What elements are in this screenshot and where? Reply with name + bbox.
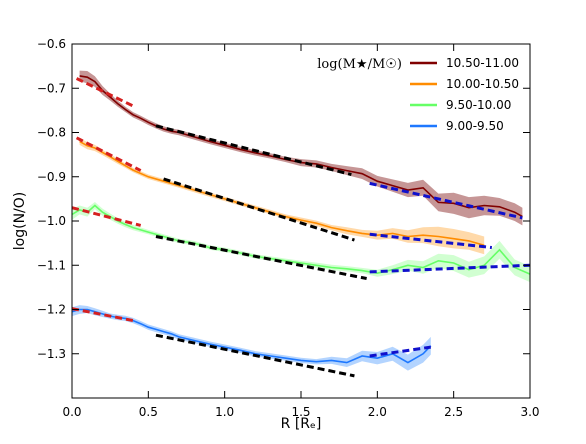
fit-line-black-dashed-series-3 bbox=[155, 235, 367, 280]
x-tick-label: 3.0 bbox=[520, 405, 539, 419]
error-band-series-1 bbox=[79, 70, 523, 226]
legend-label: 9.00-9.50 bbox=[446, 119, 504, 133]
legend-label: 9.50-10.00 bbox=[446, 98, 511, 112]
error-band-series-4 bbox=[72, 305, 431, 371]
x-tick-label: 0.5 bbox=[139, 405, 158, 419]
x-tick-label: 1.0 bbox=[215, 405, 234, 419]
legend-label: 10.50-11.00 bbox=[446, 56, 519, 70]
legend-label: 10.00-10.50 bbox=[446, 77, 519, 91]
y-tick-label: −1.3 bbox=[37, 347, 66, 361]
y-tick-label: −1.0 bbox=[37, 214, 66, 228]
legend-title: log(M★/M☉) bbox=[317, 57, 402, 72]
x-tick-label: 0.0 bbox=[62, 405, 81, 419]
y-tick-label: −0.6 bbox=[37, 37, 66, 51]
y-tick-label: −0.7 bbox=[37, 81, 66, 95]
fit-line-blue-dashed-series-3 bbox=[369, 263, 531, 274]
error-band-series-3 bbox=[72, 202, 530, 283]
y-tick-label: −0.8 bbox=[37, 126, 66, 140]
y-tick-label: −1.1 bbox=[37, 258, 66, 272]
y-axis-ticks: −1.3 −1.2 −1.1 −1.0 −0.9 −0.8 −0.7 −0.6 bbox=[37, 37, 530, 361]
y-tick-label: −0.9 bbox=[37, 170, 66, 184]
fit-line-black-dashed-series-2 bbox=[163, 177, 355, 242]
x-tick-label: 1.5 bbox=[291, 405, 310, 419]
x-axis-label: R [Rₑ] bbox=[281, 416, 322, 432]
series-line-1 bbox=[79, 75, 523, 218]
y-axis-label: log(N/O) bbox=[12, 192, 28, 250]
fit-line-black-dashed-series-1 bbox=[155, 124, 352, 176]
y-tick-label: −1.2 bbox=[37, 303, 66, 317]
x-axis-ticks: 0.0 0.5 1.0 1.5 2.0 2.5 3.0 bbox=[62, 44, 540, 419]
fit-lines bbox=[71, 77, 531, 378]
x-tick-label: 2.5 bbox=[444, 405, 463, 419]
fit-line-blue-dashed-series-1 bbox=[369, 181, 523, 220]
error-bands bbox=[72, 70, 530, 371]
fit-line-black-dashed-series-4 bbox=[155, 333, 355, 378]
fit-line-red-dashed-series-3 bbox=[71, 206, 142, 227]
legend: log(M★/M☉) 10.50-11.00 10.00-10.50 9.50-10… bbox=[317, 56, 519, 133]
x-tick-label: 2.0 bbox=[368, 405, 387, 419]
fit-line-red-dashed-series-2 bbox=[75, 136, 142, 172]
series-line-2 bbox=[79, 140, 485, 247]
series-line-4 bbox=[71, 308, 432, 364]
error-band-series-2 bbox=[79, 137, 485, 255]
fit-line-blue-dashed-series-2 bbox=[369, 232, 492, 250]
